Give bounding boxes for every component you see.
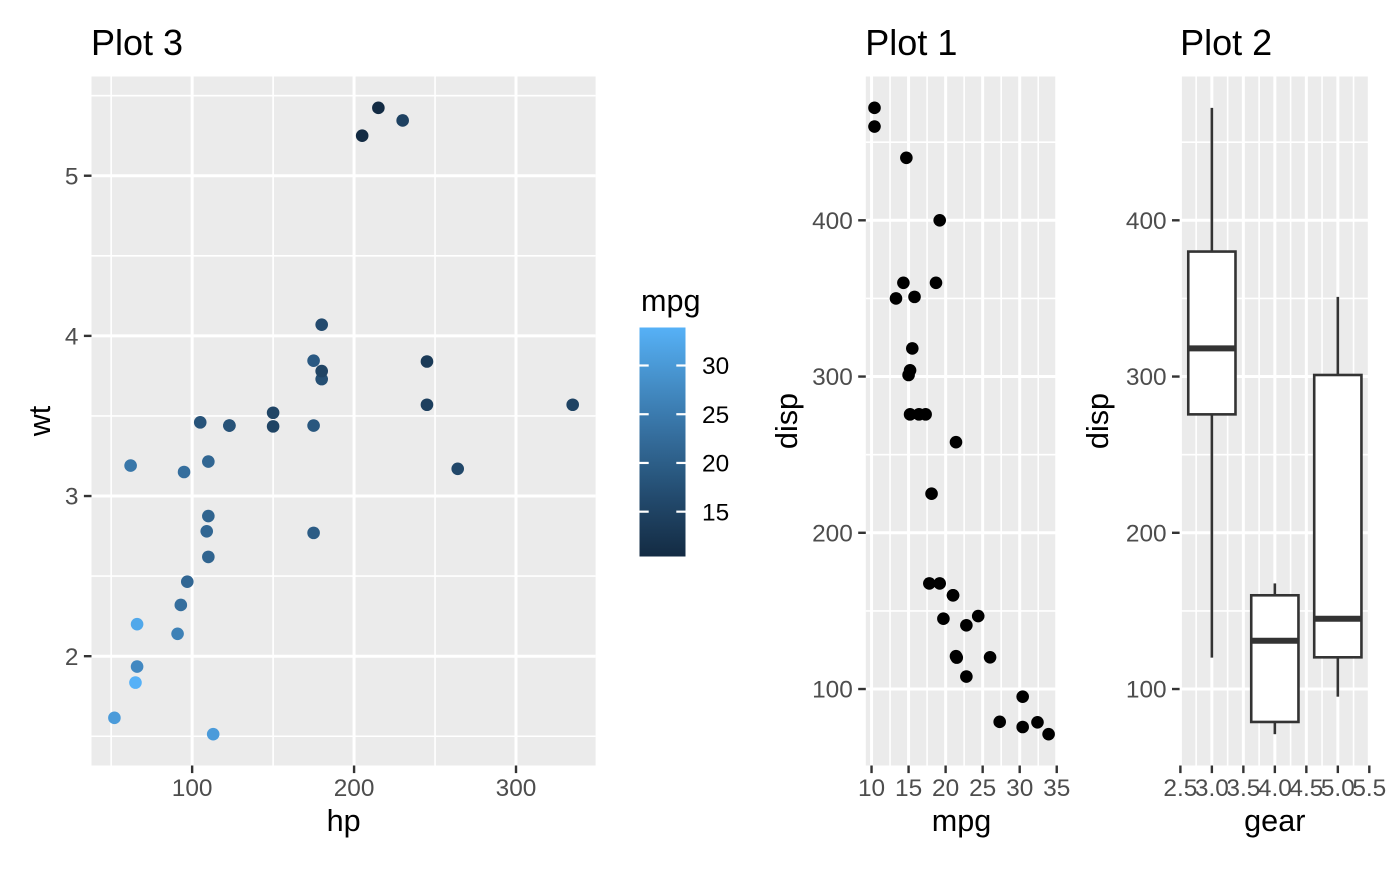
svg-text:30: 30 (1006, 775, 1033, 802)
svg-text:5: 5 (65, 163, 79, 190)
svg-text:hp: hp (327, 804, 361, 838)
svg-text:5.0: 5.0 (1321, 775, 1355, 802)
svg-text:Plot 3: Plot 3 (91, 22, 183, 63)
svg-text:4.5: 4.5 (1289, 775, 1323, 802)
svg-text:disp: disp (770, 393, 804, 449)
svg-text:4: 4 (65, 323, 79, 350)
svg-text:10: 10 (858, 775, 885, 802)
svg-text:15: 15 (895, 775, 922, 802)
svg-text:100: 100 (1126, 677, 1167, 704)
svg-text:300: 300 (812, 364, 853, 391)
svg-text:400: 400 (1126, 208, 1167, 235)
svg-text:mpg: mpg (932, 804, 992, 838)
svg-text:4.0: 4.0 (1258, 775, 1292, 802)
svg-text:3.5: 3.5 (1226, 775, 1260, 802)
svg-text:20: 20 (932, 775, 959, 802)
svg-text:300: 300 (496, 775, 537, 802)
svg-text:100: 100 (172, 775, 213, 802)
svg-text:200: 200 (334, 775, 375, 802)
svg-text:100: 100 (812, 677, 853, 704)
svg-text:20: 20 (702, 451, 729, 478)
svg-text:3: 3 (65, 484, 79, 511)
svg-text:200: 200 (812, 520, 853, 547)
svg-text:disp: disp (1081, 393, 1115, 449)
svg-text:25: 25 (969, 775, 996, 802)
svg-text:mpg: mpg (641, 284, 701, 318)
svg-text:gear: gear (1244, 804, 1305, 838)
svg-text:2: 2 (65, 644, 79, 671)
svg-text:Plot 1: Plot 1 (865, 22, 957, 63)
svg-text:300: 300 (1126, 364, 1167, 391)
svg-text:25: 25 (702, 402, 729, 429)
svg-text:200: 200 (1126, 520, 1167, 547)
svg-text:2.5: 2.5 (1163, 775, 1197, 802)
svg-text:Plot 2: Plot 2 (1180, 22, 1272, 63)
svg-text:5.5: 5.5 (1352, 775, 1386, 802)
svg-text:35: 35 (1043, 775, 1070, 802)
svg-text:3.0: 3.0 (1195, 775, 1229, 802)
svg-text:wt: wt (23, 405, 57, 437)
svg-text:400: 400 (812, 208, 853, 235)
svg-text:30: 30 (702, 353, 729, 380)
svg-text:15: 15 (702, 499, 729, 526)
